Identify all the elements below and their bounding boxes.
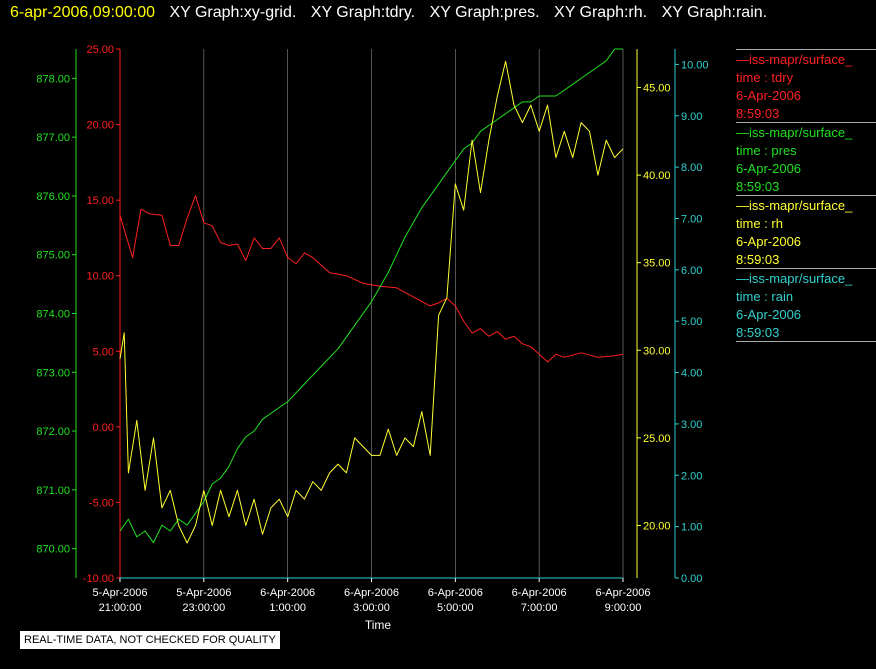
x-tick-label-date: 6-Apr-2006 <box>428 587 483 599</box>
legend-date: 6-Apr-2006 <box>736 234 802 249</box>
x-tick-label-date: 5-Apr-2006 <box>92 587 147 599</box>
x-tick-label-date: 6-Apr-2006 <box>595 587 650 599</box>
legend-source: —iss-mapr/surface_ <box>736 125 853 140</box>
legend-date: 6-Apr-2006 <box>736 88 802 103</box>
pres-tick-label: 873.00 <box>36 367 70 379</box>
x-tick-label-time: 1:00:00 <box>269 602 306 614</box>
legend-source: —iss-mapr/surface_ <box>736 271 853 286</box>
rain-tick-label: 4.00 <box>681 368 702 380</box>
rh-tick-label: 20.00 <box>643 520 671 532</box>
legend-time: 8:59:03 <box>736 252 780 267</box>
tdry-series-line <box>119 195 624 363</box>
rain-tick-label: 3.00 <box>681 419 702 431</box>
pres-tick-label: 877.00 <box>36 132 70 144</box>
legend-source: —iss-mapr/surface_ <box>736 198 853 213</box>
graph-label-rh[interactable]: XY Graph:rh. <box>554 4 648 21</box>
x-tick-label-date: 6-Apr-2006 <box>512 587 567 599</box>
rh-series-line <box>119 60 624 544</box>
x-tick-label-date: 5-Apr-2006 <box>176 587 231 599</box>
legend-date: 6-Apr-2006 <box>736 161 802 176</box>
tdry-tick-label: 15.00 <box>86 195 114 207</box>
rh-tick-label: 40.00 <box>643 170 671 182</box>
xy-graph: 870.00 871.00 872.00 873.00 874.00 875.00 876.… <box>36 44 709 632</box>
graph-label-xy-grid[interactable]: XY Graph:xy-grid. <box>169 4 297 21</box>
legend-variable: time : rh <box>736 216 783 231</box>
rh-tick-label: 25.00 <box>643 433 671 445</box>
legend-time: 8:59:03 <box>736 325 780 340</box>
tdry-tick-label: -5.00 <box>89 497 114 509</box>
tdry-tick-label: 25.00 <box>86 44 114 56</box>
legend-entry-rh[interactable]: —iss-mapr/surface_ time : rh 6-Apr-2006 … <box>736 195 876 268</box>
legend-variable: time : rain <box>736 289 794 304</box>
pres-tick-label: 874.00 <box>36 309 70 321</box>
pres-series-line <box>119 48 623 544</box>
legend-entry-rain[interactable]: —iss-mapr/surface_ time : rain 6-Apr-200… <box>736 268 876 342</box>
x-tick-label-time: 23:00:00 <box>182 602 225 614</box>
legend-variable: time : tdry <box>736 70 794 85</box>
tdry-tick-label: 5.00 <box>93 346 114 358</box>
legend: —iss-mapr/surface_ time : tdry 6-Apr-200… <box>736 49 876 342</box>
quality-disclaimer: REAL-TIME DATA, NOT CHECKED FOR QUALITY <box>20 631 280 649</box>
pres-tick-label: 872.00 <box>36 426 70 438</box>
pres-tick-label: 870.00 <box>36 544 70 556</box>
x-tick-label-time: 3:00:00 <box>353 602 390 614</box>
x-tick-label-time: 5:00:00 <box>437 602 474 614</box>
rain-tick-label: 0.00 <box>681 573 702 585</box>
rh-tick-label: 30.00 <box>643 345 671 357</box>
x-tick-label-date: 6-Apr-2006 <box>344 587 399 599</box>
tdry-tick-label: 10.00 <box>86 271 114 283</box>
rain-tick-label: 10.00 <box>681 59 709 71</box>
rain-tick-label: 8.00 <box>681 162 702 174</box>
rain-tick-label: 7.00 <box>681 213 702 225</box>
legend-time: 8:59:03 <box>736 179 780 194</box>
x-tick-label-time: 21:00:00 <box>99 602 142 614</box>
title-bar: 6-apr-2006,09:00:00 XY Graph:xy-grid. XY… <box>10 2 777 24</box>
rh-tick-label: 35.00 <box>643 258 671 270</box>
legend-entry-pres[interactable]: —iss-mapr/surface_ time : pres 6-Apr-200… <box>736 122 876 195</box>
rh-tick-label: 45.00 <box>643 83 671 95</box>
legend-variable: time : pres <box>736 143 797 158</box>
pres-tick-label: 878.00 <box>36 73 70 85</box>
graph-label-pres[interactable]: XY Graph:pres. <box>429 4 540 21</box>
legend-source: —iss-mapr/surface_ <box>736 52 853 67</box>
legend-date: 6-Apr-2006 <box>736 307 802 322</box>
x-tick-label-time: 7:00:00 <box>521 602 558 614</box>
pres-tick-label: 875.00 <box>36 250 70 262</box>
rain-tick-label: 5.00 <box>681 316 702 328</box>
rain-tick-label: 6.00 <box>681 265 702 277</box>
pres-tick-label: 876.00 <box>36 191 70 203</box>
timestamp-label: 6-apr-2006,09:00:00 <box>10 4 155 21</box>
rain-tick-label: 2.00 <box>681 470 702 482</box>
x-tick-label-date: 6-Apr-2006 <box>260 587 315 599</box>
rain-tick-label: 1.00 <box>681 522 702 534</box>
tdry-tick-label: -10.00 <box>83 573 114 585</box>
tdry-tick-label: 20.00 <box>86 120 114 132</box>
graph-label-rain[interactable]: XY Graph:rain. <box>661 4 768 21</box>
pres-tick-label: 871.00 <box>36 485 70 497</box>
legend-time: 8:59:03 <box>736 106 780 121</box>
graph-label-tdry[interactable]: XY Graph:tdry. <box>310 4 416 21</box>
x-tick-label-time: 9:00:00 <box>605 602 642 614</box>
tdry-tick-label: 0.00 <box>93 422 114 434</box>
legend-entry-tdry[interactable]: —iss-mapr/surface_ time : tdry 6-Apr-200… <box>736 49 876 122</box>
rain-tick-label: 9.00 <box>681 111 702 123</box>
x-axis-title: Time <box>365 618 392 632</box>
